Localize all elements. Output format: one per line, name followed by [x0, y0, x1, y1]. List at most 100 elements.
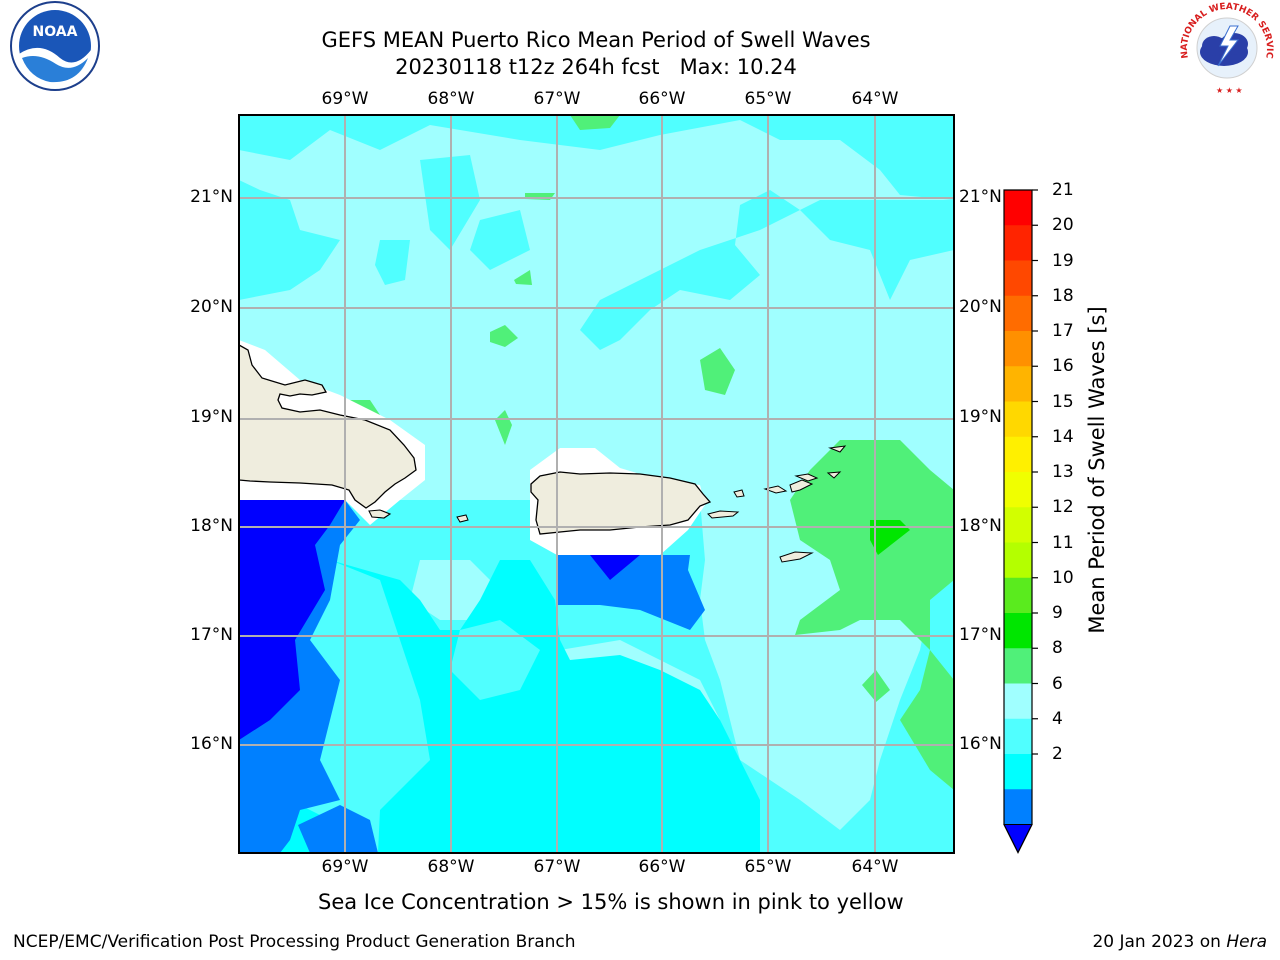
colorbar-extend-triangle: [1003, 824, 1033, 854]
map-title-line2: 20230118 t12z 264h fcst Max: 10.24: [395, 55, 797, 79]
contour-6-8-ne-band: [580, 190, 954, 350]
contour-2-4-prsouth: [557, 555, 705, 630]
lat-tick-right: 19°N: [959, 407, 1002, 427]
footer-date-text: 20 Jan 2023 on: [1092, 932, 1227, 952]
lon-tick-top: 69°W: [321, 89, 369, 109]
colorbar-segment: [1004, 366, 1032, 402]
contour-4-6: [330, 560, 760, 853]
lat-tick-right: 16°N: [959, 734, 1002, 754]
colorbar-tick-label: 9: [1052, 603, 1063, 623]
contour-9-10-a: [700, 348, 735, 395]
lat-tick-right: 21°N: [959, 187, 1002, 207]
colorbar-segment: [1004, 683, 1032, 720]
contour-6-8-spot1: [375, 240, 410, 285]
lat-tick-right: 20°N: [959, 297, 1002, 317]
colorbar-segment: [1004, 648, 1032, 684]
land-culebra: [733, 489, 745, 498]
colorbar-segment: [1004, 225, 1032, 261]
colorbar-tick-label: 12: [1052, 497, 1074, 518]
lon-tick-bottom: 66°W: [638, 857, 686, 877]
colorbar-segment: [1004, 718, 1032, 755]
lon-tick-bottom: 64°W: [851, 857, 899, 877]
lon-tick-bottom: 68°W: [427, 857, 475, 877]
lat-tick-left: 16°N: [190, 734, 233, 754]
lon-tick-top: 64°W: [851, 89, 899, 109]
colorbar-segment: [1004, 331, 1032, 367]
graticule: [239, 115, 954, 853]
contour-6-8-central: [470, 210, 530, 270]
nws-logo: NATIONAL WEATHER SERVICE ★ ★ ★: [1172, 0, 1274, 95]
contour-6-8-west: [239, 115, 340, 300]
colorbar-tick-label: 10: [1052, 567, 1074, 588]
contour-10-11: [870, 520, 910, 555]
footer-date: 20 Jan 2023 on Hera: [1092, 932, 1267, 952]
contour-9-10-e: [514, 270, 532, 285]
colorbar-tick-label: 19: [1052, 250, 1074, 271]
land-st-croix: [779, 551, 814, 563]
colorbar-segment: [1004, 542, 1032, 579]
contour-below2: [239, 500, 345, 740]
noaa-logo: NOAA: [10, 1, 100, 91]
lat-tick-left: 17°N: [190, 625, 233, 645]
colorbar-segment: [1004, 472, 1032, 508]
lon-tick-bottom: 67°W: [533, 857, 581, 877]
lon-tick-top: 66°W: [638, 89, 686, 109]
colorbar-tick-label: 4: [1052, 708, 1063, 729]
colorbar-segment: [1004, 789, 1032, 825]
contour-9-10-top: [570, 115, 620, 130]
contour-6-8-north: [239, 115, 954, 200]
lat-tick-right: 17°N: [959, 625, 1002, 645]
colorbar-segment: [1004, 507, 1032, 543]
contour-6-8-inset: [450, 620, 540, 700]
lon-tick-bottom: 65°W: [744, 857, 792, 877]
colorbar-tick-label: 20: [1052, 215, 1074, 236]
footer-host: Hera: [1226, 932, 1267, 952]
colorbar-tick-label: 16: [1052, 356, 1074, 377]
contour-below2-prsouth: [590, 555, 640, 580]
colorbar-tick-label: 6: [1052, 673, 1063, 694]
land-vieques: [707, 510, 740, 519]
colorbar-segment: [1004, 401, 1032, 438]
colorbar-segment: [1004, 613, 1032, 649]
colorbar-segment: [1004, 260, 1032, 297]
lon-tick-top: 65°W: [744, 89, 792, 109]
land-mona-island: [456, 514, 469, 523]
colorbar-tick-label: 14: [1052, 426, 1074, 447]
land-anegada: [826, 471, 842, 479]
colorbar-tick-label: 21: [1052, 180, 1074, 200]
colorbar-segment: [1004, 577, 1032, 614]
sea-ice-footnote-text: Sea Ice Concentration > 15% is shown in …: [318, 890, 904, 914]
colorbar-tick-label: 17: [1052, 321, 1074, 341]
lat-tick-right: 18°N: [959, 516, 1002, 536]
colorbar-tick-label: 15: [1052, 391, 1074, 412]
land-virgin-gorda: [828, 445, 847, 453]
contour-9-10-b: [490, 325, 518, 347]
land-st-thomas: [763, 485, 788, 494]
colorbar-segment: [1004, 436, 1032, 473]
nws-stars-icon: ★ ★ ★: [1216, 86, 1243, 95]
land-hispaniola-islet: [368, 509, 392, 519]
map-frame: [238, 114, 955, 854]
land-tortola: [794, 473, 819, 482]
colorbar-tick-label: 2: [1052, 744, 1063, 764]
contour-2-4-b: [298, 805, 378, 853]
colorbar: [1003, 189, 1038, 854]
colorbar-segment: [1004, 190, 1032, 226]
colorbar-tick-label: 18: [1052, 285, 1074, 306]
lon-tick-bottom: 69°W: [321, 857, 369, 877]
lat-tick-left: 21°N: [190, 187, 233, 207]
lon-tick-top: 68°W: [427, 89, 475, 109]
colorbar-tick-label: 11: [1052, 532, 1074, 553]
colorbar-segment: [1004, 754, 1032, 790]
lat-tick-left: 19°N: [190, 407, 233, 427]
lat-tick-left: 18°N: [190, 516, 233, 536]
colorbar-frame: [1003, 189, 1033, 854]
noaa-logo-text: NOAA: [33, 24, 78, 40]
footer-credit: NCEP/EMC/Verification Post Processing Pr…: [13, 932, 576, 952]
lat-tick-left: 20°N: [190, 297, 233, 317]
colorbar-segment: [1004, 295, 1032, 332]
lon-tick-top: 67°W: [533, 89, 581, 109]
colorbar-tick-label: 13: [1052, 462, 1074, 482]
colorbar-title-text: Mean Period of Swell Waves [s]: [1085, 306, 1109, 634]
